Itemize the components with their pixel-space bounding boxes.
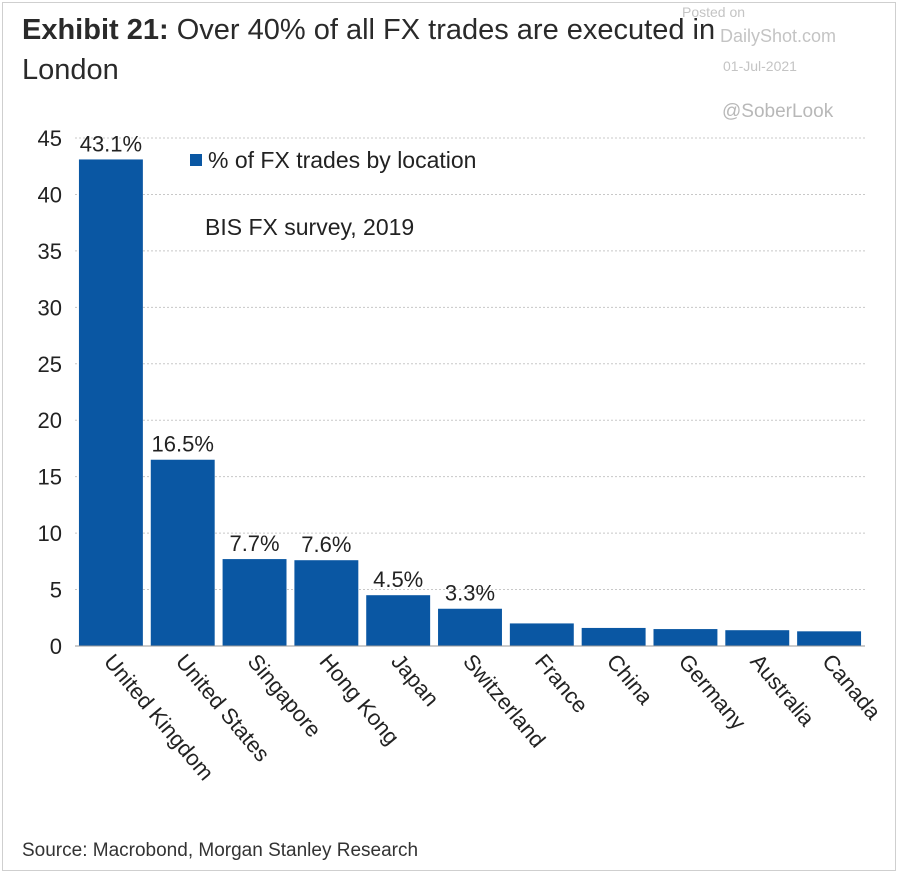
title-text: Over 40% of all FX trades are executed i… xyxy=(22,14,716,86)
bar xyxy=(509,623,574,646)
y-tick-label: 40 xyxy=(38,182,62,207)
source-note: Source: Macrobond, Morgan Stanley Resear… xyxy=(22,840,419,861)
bar xyxy=(797,631,862,646)
watermark-handle: @SoberLook xyxy=(722,101,834,122)
x-tick-label: China xyxy=(602,649,659,710)
bar xyxy=(725,630,790,646)
y-tick-label: 0 xyxy=(50,634,62,659)
legend-swatch xyxy=(190,154,202,166)
bar xyxy=(78,159,143,646)
chart-title: Exhibit 21: Over 40% of all FX trades ar… xyxy=(22,10,782,90)
data-label: 7.6% xyxy=(301,532,351,557)
bar xyxy=(438,608,502,646)
exhibit-label: Exhibit 21: xyxy=(22,14,169,46)
x-tick-label: France xyxy=(530,649,593,718)
y-tick-label: 30 xyxy=(38,295,62,320)
data-label: 16.5% xyxy=(152,432,214,457)
data-label: 4.5% xyxy=(373,567,423,592)
data-label: 3.3% xyxy=(445,581,495,606)
bar xyxy=(150,459,215,646)
y-tick-label: 20 xyxy=(38,408,62,433)
x-tick-label: Canada xyxy=(817,649,886,725)
watermark-date: 01-Jul-2021 xyxy=(723,58,797,74)
bar xyxy=(366,595,431,646)
watermark-posted: Posted on xyxy=(682,4,746,20)
bar xyxy=(294,560,359,646)
x-tick-label: Australia xyxy=(745,649,820,731)
y-tick-label: 45 xyxy=(38,126,62,151)
data-label: 43.1% xyxy=(80,131,142,156)
y-tick-label: 35 xyxy=(38,239,62,264)
bar xyxy=(222,559,287,646)
bar xyxy=(653,629,718,646)
x-tick-label: Japan xyxy=(386,649,444,711)
data-label: 7.7% xyxy=(229,531,279,556)
y-tick-label: 10 xyxy=(38,521,62,546)
y-tick-label: 25 xyxy=(38,352,62,377)
bar xyxy=(581,627,646,646)
chart-annotation: BIS FX survey, 2019 xyxy=(205,214,414,240)
watermark-site: DailyShot.com xyxy=(720,26,837,46)
legend-label: % of FX trades by location xyxy=(208,147,476,173)
y-tick-label: 15 xyxy=(38,465,62,490)
y-tick-label: 5 xyxy=(50,578,62,603)
x-tick-label: Germany xyxy=(674,649,751,734)
